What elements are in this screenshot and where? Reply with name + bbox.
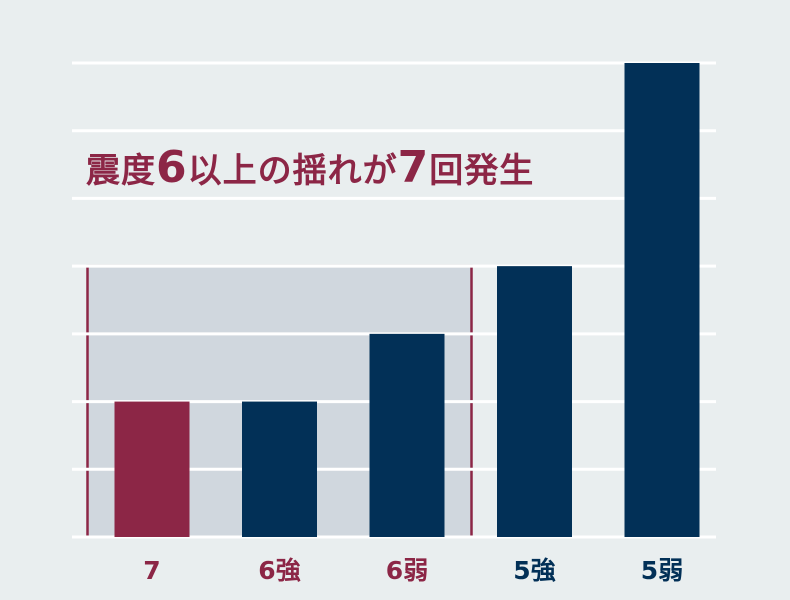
annotation-part-2: 6 (156, 142, 188, 193)
tick-label-3: 6弱 (386, 556, 428, 585)
tick-label-1: 7 (143, 556, 160, 585)
annotation-part-4: 7 (397, 142, 430, 193)
bar-5 (624, 63, 700, 537)
tick-label-5: 5弱 (641, 556, 683, 585)
bar-2 (242, 401, 317, 537)
annotation-part-1: 震度 (86, 151, 156, 191)
bar-3 (369, 333, 445, 537)
tick-label-4: 5強 (513, 556, 555, 585)
bar-4 (497, 266, 572, 537)
annotation-part-3: 以上の揺れが (187, 151, 398, 191)
bar-1 (114, 401, 190, 537)
annotation-part-5: 回発生 (429, 151, 535, 191)
chart-annotation: 震度6以上の揺れが7回発生 (86, 140, 534, 199)
tick-label-2: 6強 (258, 556, 300, 585)
